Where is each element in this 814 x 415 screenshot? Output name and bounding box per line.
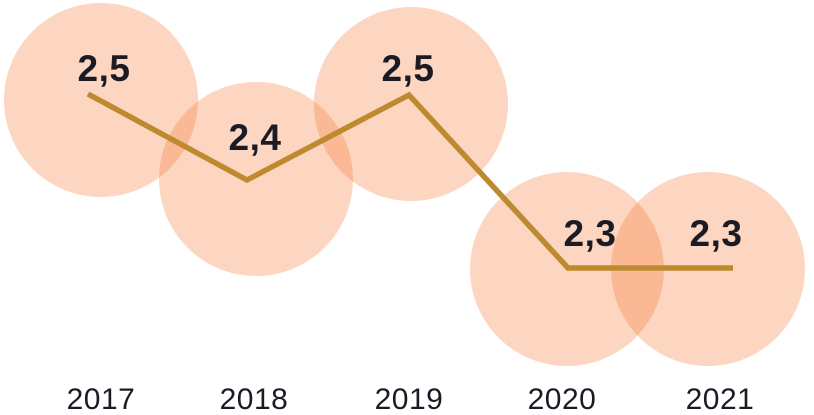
x-axis-label-2018: 2018: [220, 383, 289, 415]
x-axis-label-2021: 2021: [686, 383, 755, 415]
x-axis-label-2019: 2019: [375, 383, 444, 415]
x-axis-label-group: 2017 2018 2019 2020 2021: [67, 383, 755, 415]
value-label-2021: 2,3: [690, 213, 743, 254]
value-label-2019: 2,5: [382, 48, 435, 89]
trend-line: [86, 91, 733, 271]
x-axis-label-2020: 2020: [528, 383, 597, 415]
value-label-2017: 2,5: [78, 48, 131, 89]
value-label-2018: 2,4: [229, 117, 282, 158]
value-label-2020: 2,3: [564, 213, 617, 254]
bubble-2018: [159, 82, 353, 276]
value-label-group: 2,5 2,4 2,5 2,3 2,3: [78, 48, 743, 254]
x-axis-label-2017: 2017: [67, 383, 136, 415]
